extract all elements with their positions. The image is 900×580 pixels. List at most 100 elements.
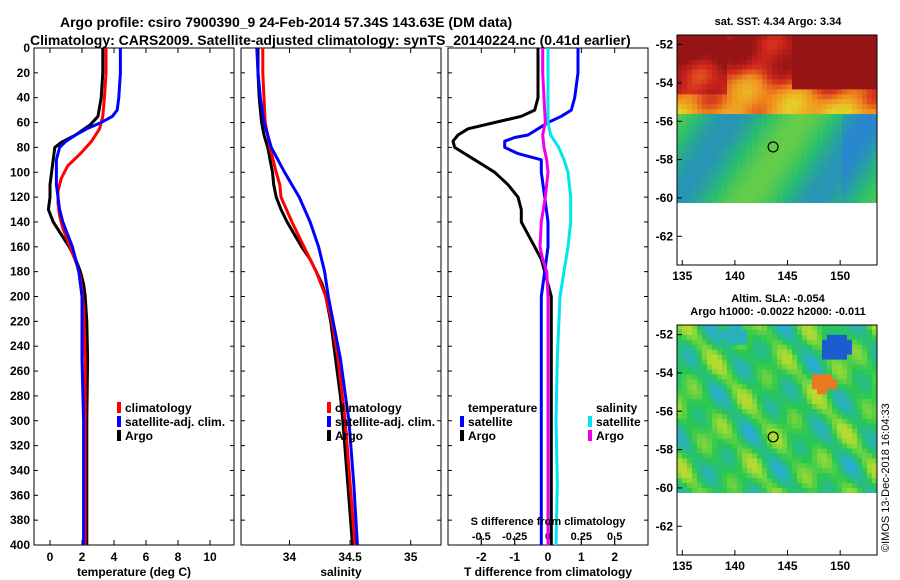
heatmap-cell — [717, 39, 723, 46]
heatmap-cell — [777, 173, 783, 179]
difference-x-label: T difference from climatology — [464, 565, 632, 579]
heatmap-cell — [772, 399, 778, 405]
heatmap-cell — [827, 384, 833, 390]
heatmap-cell — [687, 339, 693, 346]
heatmap-cell — [752, 453, 758, 459]
heatmap-cell — [797, 138, 803, 145]
heatmap-cell — [872, 354, 878, 360]
heatmap-cell — [852, 418, 858, 425]
heatmap-cell — [742, 39, 748, 46]
heatmap-cell — [862, 49, 868, 56]
heatmap-cell — [832, 173, 838, 179]
heatmap-cell — [842, 39, 848, 46]
heatmap-cell — [677, 99, 683, 105]
heatmap-cell — [737, 443, 743, 449]
heatmap-cell — [802, 104, 808, 110]
heatmap-cell — [812, 183, 818, 189]
heatmap-cell — [862, 148, 868, 154]
heatmap-cell — [677, 443, 683, 449]
heatmap-cell — [692, 188, 698, 194]
heatmap-cell — [692, 143, 698, 150]
heatmap-cell — [867, 133, 873, 140]
heatmap-cell — [682, 198, 688, 204]
heatmap-cell — [702, 359, 708, 365]
heatmap-cell — [682, 84, 688, 90]
heatmap-cell — [712, 114, 718, 120]
heatmap-cell — [747, 54, 753, 61]
heatmap-cell — [752, 433, 758, 440]
heatmap-cell — [717, 158, 723, 164]
heatmap-cell — [727, 69, 733, 75]
heatmap-cell — [872, 39, 878, 46]
heatmap-cell — [792, 183, 798, 189]
heatmap-cell — [807, 148, 813, 154]
heatmap-cell — [712, 458, 718, 464]
heatmap-cell — [787, 438, 793, 444]
heatmap-cell — [802, 369, 808, 375]
heatmap-cell — [817, 458, 823, 464]
heatmap-cell — [742, 379, 748, 385]
heatmap-cell — [722, 448, 728, 454]
heatmap-cell — [867, 158, 873, 164]
heatmap-cell — [742, 394, 748, 400]
heatmap-cell — [812, 428, 818, 435]
heatmap-cell — [737, 478, 743, 484]
heatmap-cell — [797, 428, 803, 435]
heatmap-cell — [837, 153, 843, 159]
heatmap-cell — [797, 488, 803, 494]
heatmap-cell — [867, 344, 873, 351]
map-y-tick-label: -54 — [656, 366, 674, 380]
heatmap-cell — [747, 64, 753, 70]
heatmap-cell — [847, 54, 853, 61]
heatmap-cell — [827, 473, 833, 479]
heatmap-cell — [747, 49, 753, 56]
heatmap-cell — [857, 89, 863, 95]
heatmap-cell — [762, 94, 768, 100]
heatmap-cell — [752, 178, 758, 184]
heatmap-cell — [752, 325, 758, 331]
heatmap-cell — [732, 379, 738, 385]
heatmap-cell — [772, 64, 778, 70]
heatmap-cell — [822, 49, 828, 56]
heatmap-cell — [687, 64, 693, 70]
heatmap-cell — [747, 453, 753, 459]
heatmap-cell — [772, 168, 778, 174]
heatmap-cell — [842, 123, 848, 130]
heatmap-cell — [837, 374, 843, 380]
heatmap-cell — [722, 143, 728, 150]
heatmap-cell — [702, 448, 708, 454]
heatmap-cell — [812, 443, 818, 449]
heatmap-cell — [782, 153, 788, 159]
heatmap-cell — [687, 325, 693, 331]
heatmap-cell — [737, 334, 743, 341]
heatmap-cell — [722, 84, 728, 90]
heatmap-cell — [727, 339, 733, 346]
heatmap-cell — [867, 173, 873, 179]
heatmap-cell — [747, 79, 753, 85]
heatmap-cell — [872, 488, 878, 494]
heatmap-cell — [692, 389, 698, 395]
heatmap-cell — [747, 428, 753, 435]
heatmap-cell — [857, 334, 863, 341]
heatmap-cell — [732, 354, 738, 360]
depth-tick-label: 380 — [10, 513, 30, 527]
heatmap-cell — [777, 389, 783, 395]
heatmap-cell — [752, 163, 758, 169]
heatmap-cell — [837, 104, 843, 110]
heatmap-cell — [832, 153, 838, 159]
heatmap-cell — [857, 193, 863, 199]
heatmap-cell — [807, 128, 813, 135]
heatmap-cell — [712, 344, 718, 351]
heatmap-cell — [842, 49, 848, 56]
heatmap-cell — [832, 438, 838, 444]
heatmap-cell — [797, 369, 803, 375]
heatmap-cell — [852, 35, 858, 41]
heatmap-cell — [677, 334, 683, 341]
heatmap-cell — [817, 133, 823, 140]
heatmap-cell — [677, 399, 683, 405]
heatmap-cell — [867, 84, 873, 90]
heatmap-cell — [742, 325, 748, 331]
heatmap-cell — [682, 148, 688, 154]
heatmap-cell — [727, 478, 733, 484]
heatmap-cell — [747, 74, 753, 80]
